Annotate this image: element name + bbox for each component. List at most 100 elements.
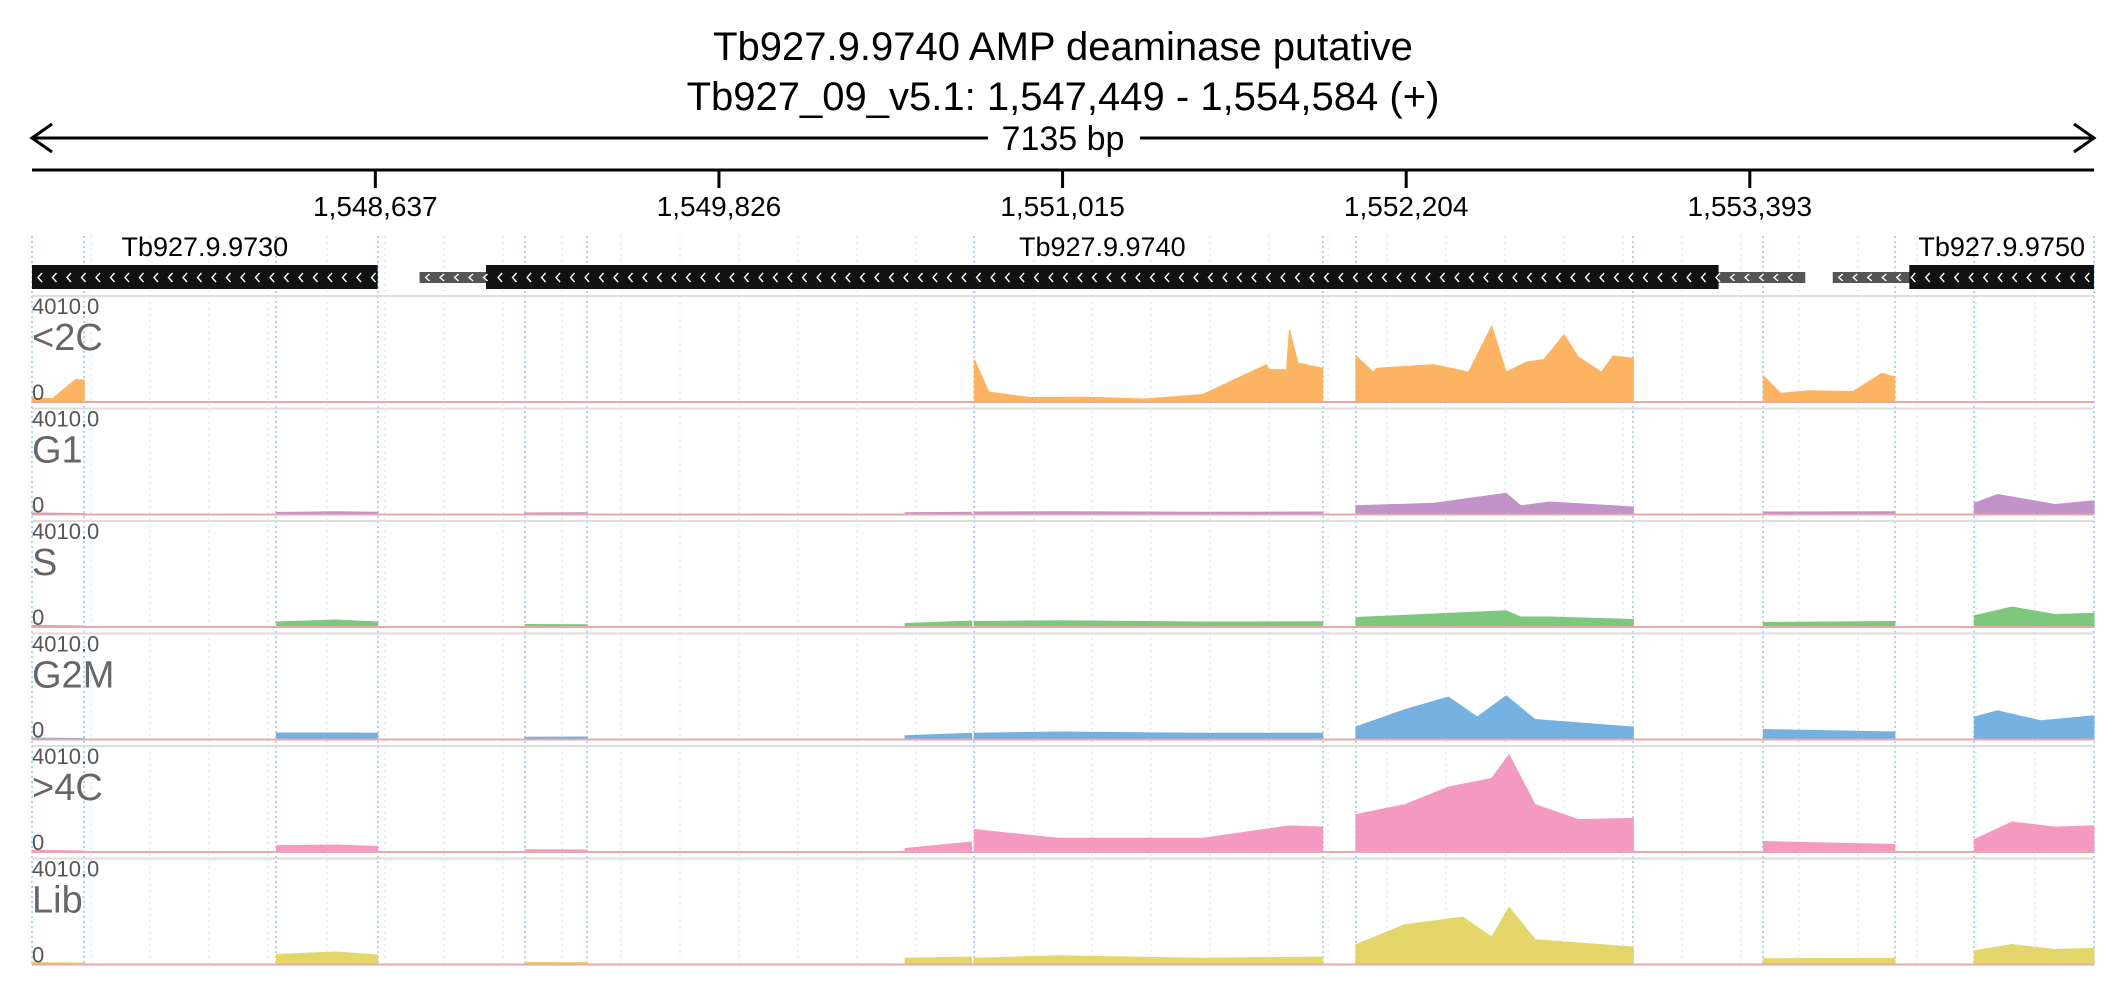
strand-arrow-icon xyxy=(1251,272,1257,283)
strand-arrow-icon xyxy=(1866,273,1873,282)
strand-arrow-icon xyxy=(124,272,130,283)
strand-arrow-icon xyxy=(1939,272,1945,283)
strand-arrow-icon xyxy=(729,272,735,283)
strand-arrow-icon xyxy=(1396,272,1402,283)
coverage-area xyxy=(1355,492,1634,515)
strand-arrow-icon xyxy=(1910,272,1916,283)
y-max-label: 4010.0 xyxy=(32,519,99,544)
strand-arrow-icon xyxy=(816,272,822,283)
y-min-label: 0 xyxy=(32,493,44,518)
strand-arrow-icon xyxy=(569,272,576,283)
strand-arrow-icon xyxy=(1265,272,1272,283)
strand-arrow-icon xyxy=(225,272,232,283)
y-min-label: 0 xyxy=(32,605,44,630)
strand-arrow-icon xyxy=(1729,273,1736,282)
track-1: 4010.0<2C 0 xyxy=(31,294,2094,405)
strand-arrow-icon xyxy=(2084,272,2090,283)
strand-arrow-icon xyxy=(1004,272,1011,283)
gene-label: Tb927.9.9750 xyxy=(1918,232,2085,262)
strand-arrow-icon xyxy=(1019,272,1025,283)
strand-arrow-icon xyxy=(2026,272,2032,283)
strand-arrow-icon xyxy=(1091,272,1098,283)
coverage-area xyxy=(904,841,973,853)
strand-arrow-icon xyxy=(1497,272,1504,283)
strand-arrow-icon xyxy=(1135,272,1141,283)
strand-arrow-icon xyxy=(961,272,967,283)
strand-arrow-icon xyxy=(1439,272,1446,283)
strand-arrow-icon xyxy=(511,272,518,283)
strand-arrow-icon xyxy=(1881,273,1887,282)
strand-arrow-icon xyxy=(341,272,348,283)
y-max-label: 4010.0 xyxy=(32,744,99,769)
coverage-area xyxy=(1762,729,1896,740)
strand-arrow-icon xyxy=(2069,272,2076,283)
gene-label: Tb927.9.9740 xyxy=(1019,232,1186,262)
strand-arrow-icon xyxy=(269,272,275,283)
track-3: 4010.0S 0 xyxy=(31,519,2095,630)
strand-arrow-icon xyxy=(370,272,377,283)
coverage-area xyxy=(1762,372,1896,403)
strand-arrow-icon xyxy=(1294,272,1301,283)
strand-arrow-icon xyxy=(1613,272,1620,283)
tick-label: 1,551,015 xyxy=(1000,191,1125,222)
strand-arrow-icon xyxy=(1657,272,1663,283)
coverage-area xyxy=(1355,906,1634,965)
strand-arrow-icon xyxy=(642,272,648,283)
coverage-area xyxy=(275,951,379,965)
strand-arrow-icon xyxy=(1772,273,1779,282)
strand-arrow-icon xyxy=(167,272,174,283)
strand-arrow-icon xyxy=(671,272,677,283)
coverage-area xyxy=(1762,841,1896,853)
strand-arrow-icon xyxy=(37,272,43,283)
strand-arrow-icon xyxy=(1222,272,1228,283)
track-name: Lib xyxy=(32,880,83,922)
gene-label: Tb927.9.9730 xyxy=(122,232,289,262)
strand-arrow-icon xyxy=(1997,272,2003,283)
strand-arrow-icon xyxy=(2011,272,2018,283)
coverage-area xyxy=(1973,821,2095,853)
coverage-area xyxy=(973,329,1324,403)
strand-arrow-icon xyxy=(1164,272,1170,283)
coverage-area xyxy=(275,844,379,853)
strand-arrow-icon xyxy=(1700,272,1707,283)
strand-arrow-icon xyxy=(1584,272,1591,283)
strand-arrow-icon xyxy=(700,272,706,283)
strand-arrow-icon xyxy=(1642,272,1649,283)
strand-arrow-icon xyxy=(1628,272,1634,283)
strand-arrow-icon xyxy=(1671,272,1678,283)
strand-arrow-icon xyxy=(917,272,924,283)
coverage-area xyxy=(1973,494,2095,515)
y-max-label: 4010.0 xyxy=(32,857,99,882)
strand-arrow-icon xyxy=(772,272,779,283)
strand-arrow-icon xyxy=(1193,272,1199,283)
y-max-label: 4010.0 xyxy=(32,407,99,432)
coverage-area xyxy=(973,825,1324,853)
strand-arrow-icon xyxy=(627,272,634,283)
strand-arrow-icon xyxy=(830,272,837,283)
coverage-area xyxy=(1973,710,2095,740)
strand-arrow-icon xyxy=(859,272,866,283)
strand-arrow-icon xyxy=(1381,272,1388,283)
strand-arrow-icon xyxy=(182,272,188,283)
strand-arrow-icon xyxy=(51,272,58,283)
strand-arrow-icon xyxy=(424,273,431,282)
strand-arrow-icon xyxy=(1895,273,1902,282)
strand-arrow-icon xyxy=(1787,273,1794,282)
strand-arrow-icon xyxy=(1483,272,1489,283)
strand-arrow-icon xyxy=(787,272,793,283)
strand-arrow-icon xyxy=(1982,272,1989,283)
gene-cds xyxy=(1909,265,2094,289)
strand-arrow-icon xyxy=(1599,272,1605,283)
strand-arrow-icon xyxy=(903,272,909,283)
strand-arrow-icon xyxy=(138,272,145,283)
strand-arrow-icon xyxy=(656,272,663,283)
strand-arrow-icon xyxy=(946,272,953,283)
strand-arrow-icon xyxy=(1178,272,1185,283)
strand-arrow-icon xyxy=(1062,272,1069,283)
track-name: <2C xyxy=(32,317,103,359)
span-ruler: 7135 bp xyxy=(29,120,2097,158)
strand-arrow-icon xyxy=(1338,272,1344,283)
strand-arrow-icon xyxy=(283,272,290,283)
